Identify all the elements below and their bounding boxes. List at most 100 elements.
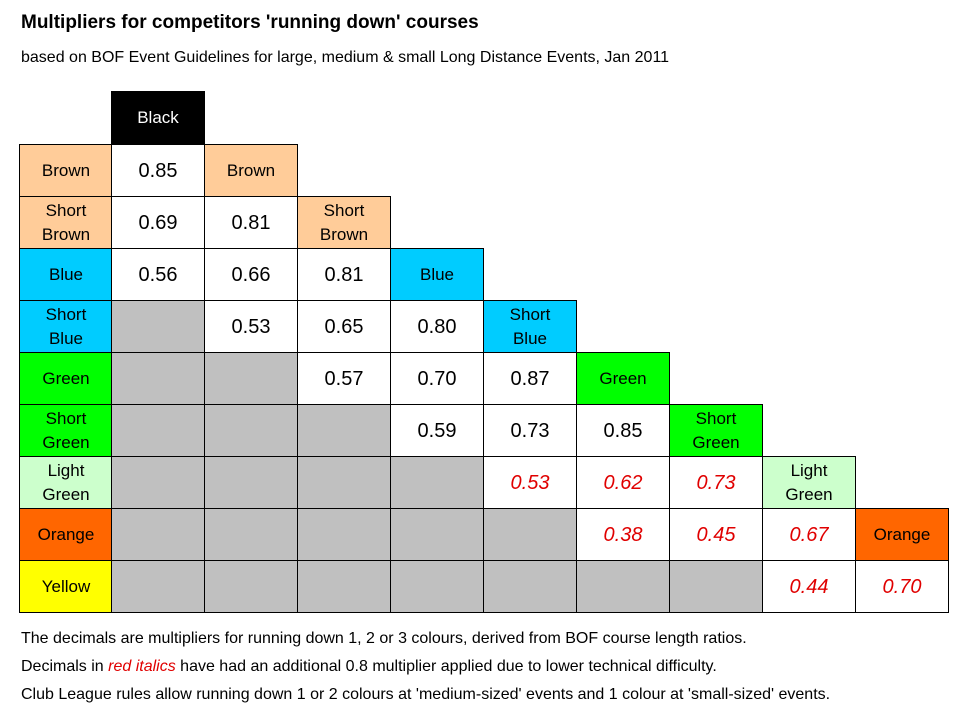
column-header-text: Green xyxy=(599,368,647,388)
value-cell-text: 0.62 xyxy=(603,471,643,494)
column-header-text: Brown xyxy=(226,160,276,180)
row-header-text: Short Green xyxy=(42,408,90,452)
value-cell-text: 0.70 xyxy=(417,367,457,390)
row-header-text: Green xyxy=(42,368,90,388)
empty-cell xyxy=(204,404,298,457)
value-cell-text: 0.56 xyxy=(138,263,178,286)
empty-cell xyxy=(204,352,298,405)
column-header-text: Light Green xyxy=(785,460,833,504)
value-cell: 0.73 xyxy=(669,456,763,509)
empty-cell xyxy=(576,560,670,613)
column-header: Green xyxy=(576,352,670,405)
value-cell: 0.70 xyxy=(390,352,484,405)
value-cell: 0.69 xyxy=(111,196,205,249)
value-cell-text: 0.73 xyxy=(510,419,550,442)
value-cell: 0.66 xyxy=(204,248,298,301)
value-cell: 0.38 xyxy=(576,508,670,561)
value-cell-text: 0.73 xyxy=(696,471,736,494)
row-header: Brown xyxy=(19,144,113,197)
column-header: Light Green xyxy=(762,456,856,509)
column-header: Short Brown xyxy=(297,196,391,249)
value-cell: 0.53 xyxy=(483,456,577,509)
note-emphasis: red italics xyxy=(108,658,176,675)
column-header-text: Black xyxy=(137,107,179,127)
column-header: Brown xyxy=(204,144,298,197)
empty-cell xyxy=(111,456,205,509)
column-header-text: Short Blue xyxy=(509,304,551,348)
value-cell: 0.67 xyxy=(762,508,856,561)
column-header: Black xyxy=(111,91,205,144)
value-cell-text: 0.53 xyxy=(510,471,550,494)
empty-cell xyxy=(297,560,391,613)
empty-cell xyxy=(204,508,298,561)
value-cell-text: 0.80 xyxy=(417,315,457,338)
value-cell-text: 0.38 xyxy=(603,523,643,546)
empty-cell xyxy=(111,560,205,613)
row-header: Green xyxy=(19,352,113,405)
empty-cell xyxy=(297,404,391,457)
title: Multipliers for competitors 'running dow… xyxy=(21,12,479,33)
value-cell-text: 0.81 xyxy=(324,263,364,286)
note: Club League rules allow running down 1 o… xyxy=(21,686,831,703)
empty-cell xyxy=(390,508,484,561)
value-cell: 0.85 xyxy=(576,404,670,457)
empty-cell xyxy=(483,560,577,613)
value-cell-text: 0.81 xyxy=(231,211,271,234)
note-text: have had an additional 0.8 multiplier ap… xyxy=(175,658,717,675)
value-cell: 0.87 xyxy=(483,352,577,405)
value-cell: 0.44 xyxy=(762,560,856,613)
row-header-text: Orange xyxy=(37,524,95,544)
row-header: Short Blue xyxy=(19,300,113,353)
value-cell-text: 0.57 xyxy=(324,367,364,390)
empty-cell xyxy=(204,456,298,509)
note: The decimals are multipliers for running… xyxy=(21,630,747,647)
row-header-text: Blue xyxy=(48,264,84,284)
column-header: Orange xyxy=(855,508,949,561)
value-cell: 0.65 xyxy=(297,300,391,353)
row-header-text: Light Green xyxy=(42,460,90,504)
value-cell: 0.45 xyxy=(669,508,763,561)
value-cell: 0.53 xyxy=(204,300,298,353)
empty-cell xyxy=(111,300,205,353)
column-header-text: Short Green xyxy=(692,408,740,452)
column-header: Blue xyxy=(390,248,484,301)
value-cell: 0.59 xyxy=(390,404,484,457)
value-cell: 0.70 xyxy=(855,560,949,613)
value-cell-text: 0.44 xyxy=(789,575,829,598)
note-text: Decimals in xyxy=(21,658,109,675)
empty-cell xyxy=(204,560,298,613)
empty-cell xyxy=(111,404,205,457)
empty-cell xyxy=(297,508,391,561)
value-cell: 0.85 xyxy=(111,144,205,197)
value-cell-text: 0.65 xyxy=(324,315,364,338)
row-header: Blue xyxy=(19,248,113,301)
row-header-text: Short Brown xyxy=(41,200,91,244)
empty-cell xyxy=(669,560,763,613)
value-cell: 0.80 xyxy=(390,300,484,353)
row-header: Light Green xyxy=(19,456,113,509)
value-cell: 0.57 xyxy=(297,352,391,405)
value-cell-text: 0.59 xyxy=(417,419,457,442)
empty-cell xyxy=(111,352,205,405)
empty-cell xyxy=(111,508,205,561)
value-cell-text: 0.66 xyxy=(231,263,271,286)
column-header-text: Short Brown xyxy=(319,200,369,244)
value-cell-text: 0.70 xyxy=(882,575,922,598)
value-cell: 0.62 xyxy=(576,456,670,509)
row-header-text: Brown xyxy=(41,160,91,180)
note: Decimals in red italics have had an addi… xyxy=(21,658,717,676)
value-cell-text: 0.69 xyxy=(138,211,178,234)
empty-cell xyxy=(390,560,484,613)
value-cell-text: 0.85 xyxy=(603,419,643,442)
value-cell-text: 0.87 xyxy=(510,367,550,390)
value-cell: 0.56 xyxy=(111,248,205,301)
value-cell: 0.73 xyxy=(483,404,577,457)
row-header: Yellow xyxy=(19,560,113,613)
value-cell: 0.81 xyxy=(297,248,391,301)
column-header: Short Green xyxy=(669,404,763,457)
row-header: Short Green xyxy=(19,404,113,457)
subtitle: based on BOF Event Guidelines for large,… xyxy=(21,49,670,66)
empty-cell xyxy=(483,508,577,561)
row-header: Short Brown xyxy=(19,196,113,249)
